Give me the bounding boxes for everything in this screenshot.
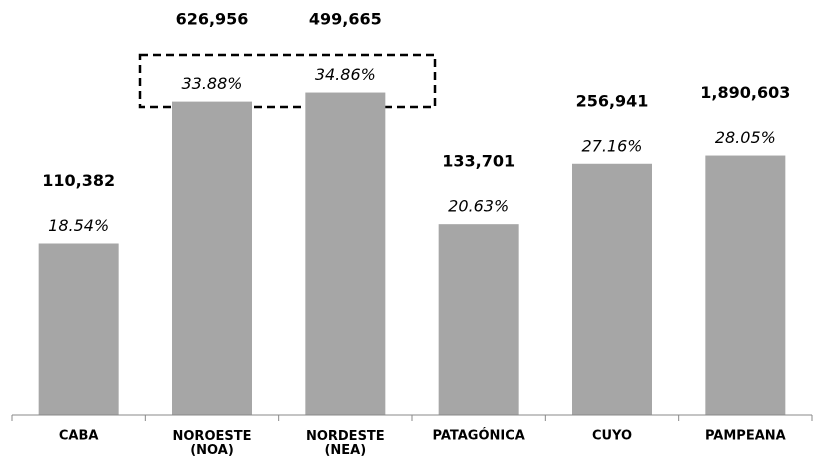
bar	[38, 243, 119, 415]
bar	[438, 224, 519, 415]
total-label: 110,382	[42, 171, 115, 190]
x-tick-label: PAMPEANA	[705, 429, 786, 444]
total-label: 626,956	[176, 10, 249, 29]
x-tick-label: NOROESTE (NOA)	[173, 429, 252, 458]
value-label: 28.05%	[715, 128, 776, 147]
value-label: 18.54%	[48, 216, 109, 235]
x-tick-label: NORDESTE (NEA)	[306, 429, 385, 458]
bar	[305, 92, 386, 416]
bar	[172, 101, 252, 416]
x-tick-label: CABA	[59, 429, 99, 444]
value-label: 27.16%	[581, 136, 642, 155]
x-tick-label: CUYO	[592, 429, 632, 444]
total-label: 499,665	[309, 10, 382, 29]
total-label: 1,890,603	[700, 83, 790, 102]
value-label: 34.86%	[315, 65, 376, 84]
bar	[572, 163, 652, 415]
x-tick-label: PATAGÓNICA	[432, 428, 524, 444]
highlight-box	[138, 53, 437, 109]
value-label: 33.88%	[181, 74, 242, 93]
bar	[705, 155, 786, 415]
total-label: 256,941	[576, 91, 649, 110]
value-label: 20.63%	[448, 197, 509, 216]
total-label: 133,701	[442, 152, 515, 171]
